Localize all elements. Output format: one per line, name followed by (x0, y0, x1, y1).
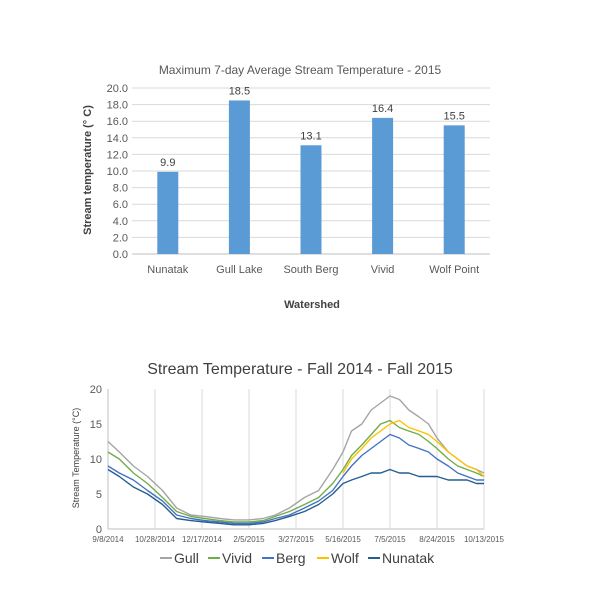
bar-chart-y-axis-label: Stream temperature (° C) (82, 105, 94, 235)
x-tick-label: 2/5/2015 (233, 535, 265, 544)
x-tick-label: 10/28/2014 (135, 535, 176, 544)
data-label: 18.5 (229, 85, 250, 97)
bar-chart-y-ticks: 0.0 2.0 4.0 6.0 8.0 10.0 12.0 14.0 16.0 18.0 20.0 (107, 83, 128, 261)
legend-label: Nunatak (382, 550, 435, 566)
bar (228, 100, 250, 254)
legend-label: Vivid (222, 550, 252, 566)
series-line-wolf (342, 419, 485, 478)
x-tick-label: South Berg (283, 264, 338, 276)
line-chart-legend: Gull Vivid Berg Wolf Nunatak (160, 550, 435, 566)
line-chart-gridlines (107, 389, 485, 530)
bar (157, 171, 179, 254)
data-label: 9.9 (160, 157, 175, 169)
y-tick-label: 0 (96, 524, 102, 536)
data-label: 16.4 (372, 103, 393, 115)
bar-chart-data-labels: 9.9 18.5 13.1 16.4 15.5 (160, 85, 465, 168)
series-line-berg (107, 433, 484, 525)
y-tick-label: 12.0 (107, 149, 128, 161)
y-tick-label: 14.0 (107, 133, 128, 145)
line-chart-y-ticks: 0 5 10 15 20 (90, 384, 102, 536)
series-line-vivid (107, 419, 485, 523)
y-tick-label: 20.0 (107, 83, 128, 95)
y-tick-label: 10 (90, 454, 102, 466)
line-chart: Stream Temperature - Fall 2014 - Fall 20… (71, 361, 505, 566)
series-line-gull (107, 395, 485, 521)
y-tick-label: 4.0 (113, 216, 128, 228)
line-chart-x-ticks: 9/8/2014 10/28/2014 12/17/2014 2/5/2015 3/27… (92, 535, 504, 544)
x-tick-label: 9/8/2014 (92, 535, 124, 544)
y-tick-label: 8.0 (113, 183, 128, 195)
x-tick-label: Gull Lake (216, 264, 262, 276)
x-tick-label: 12/17/2014 (182, 535, 223, 544)
y-tick-label: 16.0 (107, 116, 128, 128)
x-tick-label: 8/24/2015 (419, 535, 455, 544)
legend-label: Berg (276, 550, 306, 566)
y-tick-label: 10.0 (107, 166, 128, 178)
line-chart-series (107, 395, 485, 526)
data-label: 15.5 (443, 110, 464, 122)
x-tick-label: Vivid (371, 264, 395, 276)
y-tick-label: 15 (90, 419, 102, 431)
x-tick-label: 5/16/2015 (325, 535, 361, 544)
x-tick-label: 3/27/2015 (278, 535, 314, 544)
bar-chart: Maximum 7-day Average Stream Temperature… (82, 63, 490, 311)
x-tick-label: 7/5/2015 (374, 535, 406, 544)
bar (300, 145, 322, 254)
legend-label: Wolf (331, 550, 359, 566)
y-tick-label: 0.0 (113, 249, 128, 261)
line-chart-title: Stream Temperature - Fall 2014 - Fall 20… (147, 361, 453, 378)
y-tick-label: 20 (90, 384, 102, 396)
bar-chart-x-axis-label: Watershed (284, 299, 340, 311)
legend-label: Gull (174, 550, 199, 566)
data-label: 13.1 (300, 130, 321, 142)
x-tick-label: 10/13/2015 (464, 535, 505, 544)
x-tick-label: Wolf Point (429, 264, 479, 276)
bar-chart-title: Maximum 7-day Average Stream Temperature… (159, 63, 442, 77)
bar (372, 117, 394, 254)
x-tick-label: Nunatak (147, 264, 188, 276)
y-tick-label: 5 (96, 489, 102, 501)
bar (443, 125, 465, 254)
series-line-nunatak (107, 468, 484, 526)
bar-chart-x-ticks: Nunatak Gull Lake South Berg Vivid Wolf Poin… (147, 264, 479, 276)
y-tick-label: 2.0 (113, 232, 128, 244)
bar-chart-bars (157, 100, 465, 254)
y-tick-label: 6.0 (113, 199, 128, 211)
y-tick-label: 18.0 (107, 100, 128, 112)
line-chart-y-axis-label: Stream Temperature (°C) (71, 408, 81, 508)
